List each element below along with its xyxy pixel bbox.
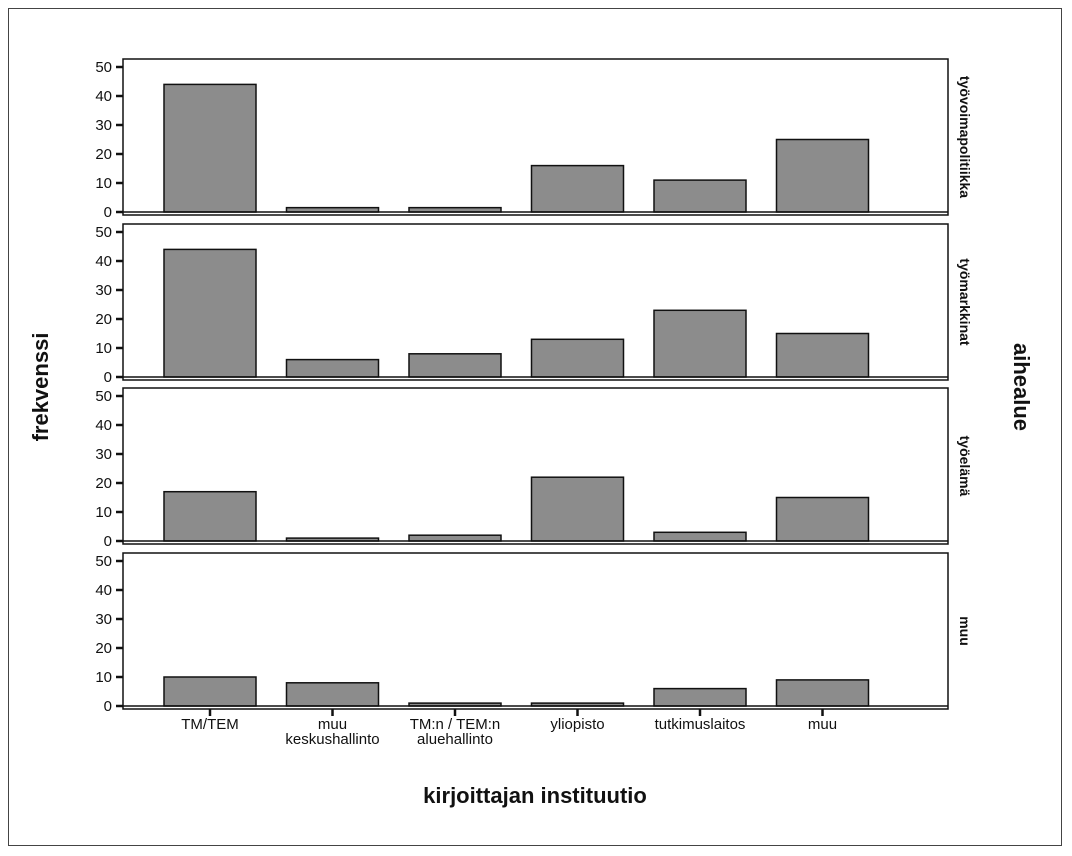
y-tick-label: 0 [104, 533, 112, 550]
x-axis-title: kirjoittajan instituutio [423, 783, 647, 808]
y-tick-label: 0 [104, 369, 112, 386]
facet-label: työvoimapolitiikka [957, 76, 973, 198]
y-tick-label: 40 [95, 582, 112, 599]
y-tick-label: 20 [95, 146, 112, 163]
bar [653, 531, 747, 542]
bar [530, 476, 625, 542]
y-axis-title: frekvenssi [28, 333, 53, 442]
y-tick-label: 30 [95, 282, 112, 299]
bar [775, 679, 870, 707]
y-tick-label: 30 [95, 611, 112, 628]
bar [653, 687, 747, 707]
panels-group: 0 10 20 30 40 50 työvoimapolitiikka 0 10 20 30 40 50… [95, 58, 973, 748]
y-tick-label: 20 [95, 640, 112, 657]
y-tick-label: 0 [104, 204, 112, 221]
y-tick-label: 10 [95, 504, 112, 521]
bar [653, 309, 747, 378]
panel-frame [122, 552, 949, 710]
x-tick-label-line: TM:n / TEM:n [410, 716, 501, 733]
bar [285, 682, 380, 707]
y-tick-label: 50 [95, 388, 112, 405]
facet-label: muu [957, 616, 973, 646]
panel-frame [122, 223, 949, 381]
y-tick-label: 40 [95, 417, 112, 434]
y-tick-label: 30 [95, 117, 112, 134]
x-tick-label-line: yliopisto [550, 716, 604, 733]
bar [408, 534, 502, 542]
x-tick-label-line: keskushallinto [285, 731, 379, 748]
bar [530, 164, 625, 213]
y-tick-label: 50 [95, 553, 112, 570]
x-tick-label-line: tutkimuslaitos [655, 716, 746, 733]
bar [775, 496, 870, 542]
x-tick-label-line: muu [808, 716, 837, 733]
y-tick-label: 10 [95, 175, 112, 192]
y-tick-label: 10 [95, 340, 112, 357]
bar [163, 490, 257, 542]
y-tick-label: 40 [95, 253, 112, 270]
y-tick-label: 20 [95, 311, 112, 328]
y-tick-label: 20 [95, 475, 112, 492]
bar [163, 83, 257, 213]
facet-label: työelämä [957, 436, 973, 497]
figure-frame [8, 8, 1062, 846]
bar [530, 338, 625, 378]
x-tick-label: tutkimuslaitos [655, 716, 746, 733]
y-tick-label: 0 [104, 698, 112, 715]
y-tick-label: 10 [95, 669, 112, 686]
bar [163, 676, 257, 707]
y-tick-label: 50 [95, 59, 112, 76]
panel-frame [122, 58, 949, 216]
bar [285, 358, 380, 378]
bar [775, 332, 870, 378]
bar [775, 138, 870, 213]
bar [408, 353, 502, 378]
x-tick-label: muu [808, 716, 837, 733]
facet-axis-title: aihealue [1009, 343, 1034, 431]
y-tick-label: 30 [95, 446, 112, 463]
x-tick-label: TM:n / TEM:n aluehallinto [410, 716, 501, 748]
x-tick-label-line: TM/TEM [181, 716, 239, 733]
panel-frame [122, 387, 949, 545]
x-tick-label: muu keskushallinto [285, 716, 379, 748]
bar [163, 248, 257, 378]
x-tick-label: yliopisto [550, 716, 604, 733]
x-tick-label-line: muu [318, 716, 347, 733]
y-tick-label: 50 [95, 224, 112, 241]
facet-label: työmarkkinat [957, 258, 973, 345]
x-tick-label-line: aluehallinto [417, 731, 493, 748]
y-tick-label: 40 [95, 88, 112, 105]
bar [653, 179, 747, 213]
x-tick-label: TM/TEM [181, 716, 239, 733]
